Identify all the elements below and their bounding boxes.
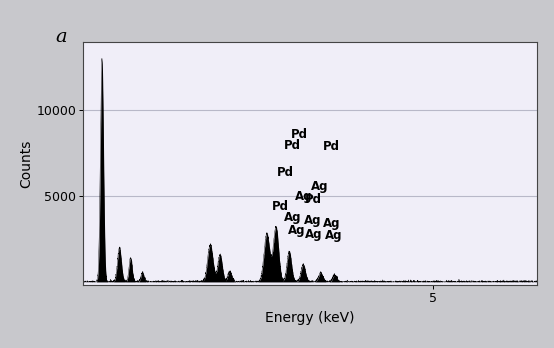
Text: Ag: Ag: [295, 190, 312, 203]
Text: a: a: [55, 28, 67, 46]
Text: Ag: Ag: [288, 224, 305, 237]
Text: Ag: Ag: [322, 218, 340, 230]
Text: Pd: Pd: [284, 139, 301, 151]
Text: Pd: Pd: [278, 166, 294, 179]
Text: Pd: Pd: [271, 200, 289, 213]
Text: Ag: Ag: [284, 211, 301, 224]
Text: Pd: Pd: [323, 140, 340, 153]
Y-axis label: Counts: Counts: [19, 139, 33, 188]
Text: Pd: Pd: [305, 193, 322, 206]
Text: Pd: Pd: [291, 128, 308, 141]
Text: Ag: Ag: [325, 229, 342, 243]
Text: Ag: Ag: [311, 180, 328, 193]
Text: Ag: Ag: [304, 214, 321, 227]
X-axis label: Energy (keV): Energy (keV): [265, 311, 355, 325]
Text: Ag: Ag: [305, 228, 322, 241]
